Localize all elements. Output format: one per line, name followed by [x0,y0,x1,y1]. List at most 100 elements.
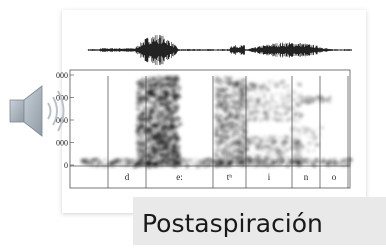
spectrogram-cell [216,88,219,90]
spectrogram-cell [153,105,155,108]
spectrogram-cell [247,107,250,108]
spectrogram-cell [224,76,226,78]
spectrogram-cell [278,152,281,153]
spectrogram-cell [236,117,238,119]
spectrogram-cell [242,121,244,123]
spectrogram-cell [254,103,257,105]
spectrogram-cell [239,161,240,164]
spectrogram-cell [166,139,168,142]
spectrogram-cell [280,154,282,155]
spectrogram-cell [173,141,174,143]
spectrogram-cell [236,139,238,140]
spectrogram-cell [148,117,151,118]
spectrogram-cell [274,144,275,145]
spectrogram-cell [146,148,148,150]
spectrogram-cell [154,126,157,128]
spectrogram-cell [225,105,229,107]
spectrogram-cell [242,142,245,145]
spectrogram-cell [139,83,141,86]
spectrogram-cell [162,144,165,145]
spectrogram-cell [228,136,231,138]
spectrogram-cell [169,78,171,80]
spectrogram-cell [301,96,303,99]
spectrogram-cell [241,159,243,161]
spectrogram-cell [249,118,251,121]
spectrogram-cell [149,123,152,124]
spectrogram-cell [233,82,236,84]
spectrogram-cell [155,135,159,137]
spectrogram-cell [304,100,306,102]
spectrogram-cell [236,145,237,147]
spectrogram-cell [241,125,244,126]
spectrogram-cell [239,139,241,141]
spectrogram-cell [137,130,139,133]
spectrogram-cell [291,162,294,164]
spectrogram-cell [85,161,89,163]
spectrogram-cell [235,143,238,144]
spectrogram-cell [308,96,309,98]
spectrogram-cell [248,160,251,162]
spectrogram-cell [142,161,144,164]
spectrogram-cell [232,100,234,103]
spectrogram-cell [234,121,235,122]
spectrogram-cell [285,113,286,115]
spectrogram-cell [140,126,144,128]
spectrogram-cell [221,156,223,157]
spectrogram-cell [239,142,241,144]
spectrogram-cell [160,163,163,165]
spectrogram-cell [223,142,225,143]
spectrogram-cell [271,155,274,156]
spectrogram-cell [328,161,331,162]
spectrogram-cell [306,136,308,137]
spectrogram-cell [240,79,244,81]
spectrogram-cell [161,149,163,150]
spectrogram-cell [152,153,155,155]
spectrogram-cell [189,159,192,162]
spectrogram-cell [228,82,232,83]
spectrogram-cell [162,77,164,80]
spectrogram-cell [231,160,233,162]
spectrogram-cell [282,143,284,144]
spectrogram-cell [137,117,140,119]
spectrogram-cell [172,128,174,129]
spectrogram-cell [278,83,282,85]
spectrogram-cell [138,87,139,89]
spectrogram-cell [279,163,283,165]
spectrogram-cell [165,144,166,147]
spectrogram-cell [164,109,168,111]
spectrogram-cell [261,103,263,105]
spectrogram-cell [237,164,240,166]
spectrogram-cell [219,79,221,82]
spectrogram-cell [222,134,223,136]
spectrogram-cell [226,88,227,90]
spectrogram-cell [219,104,221,107]
spectrogram-cell [289,148,291,150]
spectrogram-cell [152,130,155,132]
spectrogram-cell [258,116,260,119]
spectrogram-cell [220,158,222,160]
slide: 0000000000000 de:tʰino Postaspiración [0,0,386,252]
spectrogram-cell [251,161,254,163]
spectrogram-cell [216,113,218,115]
spectrogram-cell [167,118,171,121]
spectrogram-cell [295,135,297,136]
spectrogram-cell [238,94,240,96]
spectrogram-cell [235,141,238,143]
spectrogram-cell [175,146,178,148]
spectrogram-cell [139,143,142,145]
spectrogram-cell [151,140,153,141]
spectrogram-cell [315,98,317,100]
spectrogram-cell [177,84,178,86]
spectrogram-cell [152,79,155,82]
spectrogram-cell [276,82,277,84]
spectrogram-cell [287,100,290,103]
spectrogram-cell [313,150,315,152]
spectrogram-cell [224,156,227,159]
spectrogram-cell [151,91,154,92]
spectrogram-cell [142,149,144,152]
spectrogram-cell [258,154,261,155]
spectrogram-cell [142,80,146,81]
spectrogram-cell [308,160,312,161]
spectrogram-cell [254,108,255,109]
spectrogram-cell [229,148,230,151]
